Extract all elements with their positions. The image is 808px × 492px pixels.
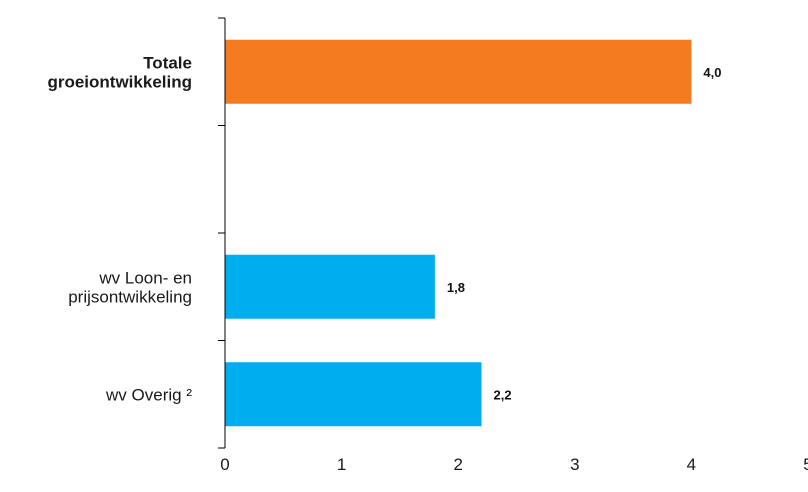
- x-tick-label: 4: [687, 455, 696, 474]
- x-tick-label: 2: [453, 455, 462, 474]
- bar: [225, 362, 482, 427]
- category-label: wv Loon- en: [98, 268, 192, 287]
- x-tick-label: 0: [220, 455, 229, 474]
- data-label: 1,8: [447, 280, 465, 295]
- x-tick-label: 5: [803, 455, 808, 474]
- data-label: 4,0: [703, 65, 721, 80]
- x-tick-label: 3: [570, 455, 579, 474]
- bar: [225, 254, 435, 319]
- bars: [225, 39, 692, 427]
- category-label: groeiontwikkeling: [47, 72, 192, 91]
- category-label: Totale: [143, 53, 192, 72]
- axes: [218, 17, 226, 449]
- data-label: 2,2: [494, 387, 512, 402]
- category-label: wv Overig ²: [105, 385, 192, 404]
- category-label: prijsontwikkeling: [68, 287, 192, 306]
- bar: [225, 39, 692, 104]
- x-tick-label: 1: [337, 455, 346, 474]
